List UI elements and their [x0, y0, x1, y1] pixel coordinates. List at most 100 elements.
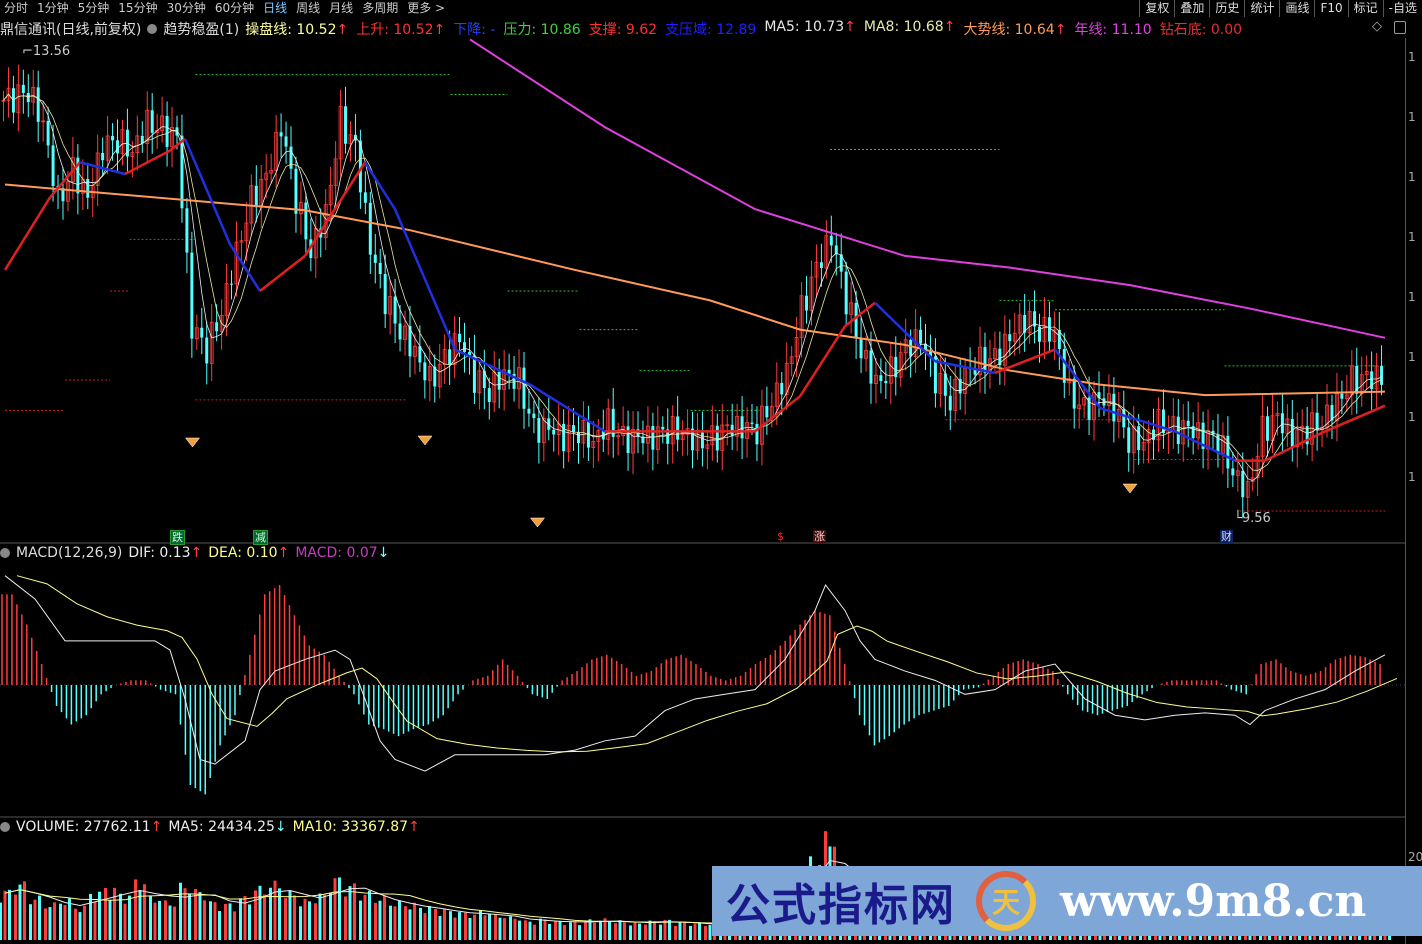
period-tab[interactable]: 月线	[329, 1, 354, 15]
volume-bar	[213, 902, 217, 940]
candle	[616, 435, 621, 438]
candle	[978, 346, 982, 376]
candle	[304, 202, 308, 240]
axis-tick-label: 1	[1408, 110, 1416, 124]
candle	[661, 426, 665, 430]
candle	[527, 408, 531, 414]
period-tab[interactable]: 分时	[4, 1, 29, 15]
candle	[1122, 409, 1126, 428]
candle	[998, 348, 1002, 366]
candle	[180, 135, 184, 209]
volume-bar	[374, 902, 377, 940]
volume-bar	[419, 907, 422, 940]
period-tab[interactable]: 日线	[263, 1, 288, 15]
period-tab[interactable]: 更多 >	[407, 1, 446, 15]
toolbar-button[interactable]: 复权	[1139, 0, 1174, 17]
diamond-toggle-icon[interactable]: ◇	[1372, 19, 1382, 34]
candle	[487, 388, 491, 402]
control-line-segment	[754, 395, 801, 433]
volume-bar	[548, 923, 551, 940]
candle	[562, 423, 566, 452]
volume-bar	[158, 900, 161, 940]
period-tab[interactable]: 15分钟	[118, 1, 158, 15]
diamond-bottom-icon	[184, 437, 201, 448]
candle	[879, 375, 883, 381]
candle	[581, 419, 586, 444]
candle	[230, 283, 234, 285]
toolbar-button[interactable]: 历史	[1209, 0, 1244, 17]
volume-bar	[398, 900, 401, 940]
candle	[958, 379, 962, 394]
panel-toggle-icon[interactable]	[1394, 21, 1406, 34]
axis-tick-label: 20	[1408, 850, 1422, 864]
volume-bar	[533, 924, 536, 940]
candle	[943, 373, 947, 396]
period-tab[interactable]: 60分钟	[214, 1, 255, 15]
volume-bar	[8, 889, 11, 940]
control-line-segment	[934, 359, 996, 375]
diamond-bottom-icon	[417, 435, 433, 446]
candle	[190, 252, 194, 339]
control-line-segment	[874, 301, 936, 363]
toolbar-button[interactable]: 叠加	[1174, 0, 1209, 17]
volume-bar	[648, 920, 652, 940]
toolbar-button[interactable]: -自选	[1382, 0, 1422, 17]
candle	[676, 416, 680, 440]
volume-bar	[104, 887, 107, 940]
candle	[864, 350, 868, 359]
candle	[1047, 317, 1051, 342]
volume-bar	[338, 877, 341, 940]
period-tab[interactable]: 周线	[296, 1, 321, 15]
volume-bar	[563, 925, 566, 940]
diamond-bottom-icon	[529, 517, 546, 528]
indicator-value: 支撑: 9.62	[588, 22, 658, 38]
candle	[789, 356, 794, 364]
control-line-segment	[124, 149, 171, 176]
indicator-value: 压力: 10.86	[503, 22, 581, 38]
candle	[611, 408, 615, 437]
candle	[145, 109, 150, 144]
candle	[120, 129, 125, 154]
candle	[477, 370, 482, 394]
candle	[1131, 425, 1136, 454]
candle	[1146, 429, 1151, 443]
candle	[1330, 405, 1334, 421]
control-line-segment	[1264, 430, 1326, 462]
candle	[1201, 422, 1205, 449]
volume-bar	[693, 923, 697, 940]
control-line-segment	[798, 325, 847, 397]
toolbar-button[interactable]: 画线	[1279, 0, 1314, 17]
candle	[383, 273, 387, 315]
indicator-menu-icon[interactable]	[147, 24, 158, 34]
volume-bar	[378, 900, 382, 940]
candle	[130, 152, 135, 157]
toolbar-button[interactable]: 标记	[1347, 0, 1383, 17]
control-line-segment	[49, 161, 81, 199]
candle	[294, 168, 298, 214]
candle	[269, 170, 274, 174]
volume-bar	[578, 925, 581, 940]
candle	[710, 425, 715, 446]
period-tab[interactable]: 30分钟	[166, 1, 206, 15]
signal-marker-dollar: $	[777, 530, 784, 543]
candle	[715, 425, 719, 451]
candle	[289, 146, 293, 169]
candle	[333, 158, 338, 186]
volume-bar	[348, 886, 352, 940]
toolbar-button[interactable]: F10	[1314, 0, 1347, 17]
toolbar-button[interactable]: 统计	[1244, 0, 1279, 17]
volume-bar	[53, 902, 56, 940]
volume-value: VOLUME: 27762.11↑	[16, 819, 163, 835]
macd-menu-icon[interactable]	[0, 548, 10, 558]
candle	[1295, 429, 1300, 448]
volume-bar	[344, 896, 347, 940]
candle	[631, 428, 635, 454]
candle	[928, 350, 932, 357]
volume-menu-icon[interactable]	[0, 822, 10, 832]
volume-bar	[704, 926, 707, 940]
period-tab[interactable]: 1分钟	[37, 1, 69, 15]
period-tab[interactable]: 5分钟	[77, 1, 110, 15]
indicator-name[interactable]: 趋势稳盈(1)	[163, 22, 240, 38]
period-tab[interactable]: 多周期	[362, 1, 399, 15]
